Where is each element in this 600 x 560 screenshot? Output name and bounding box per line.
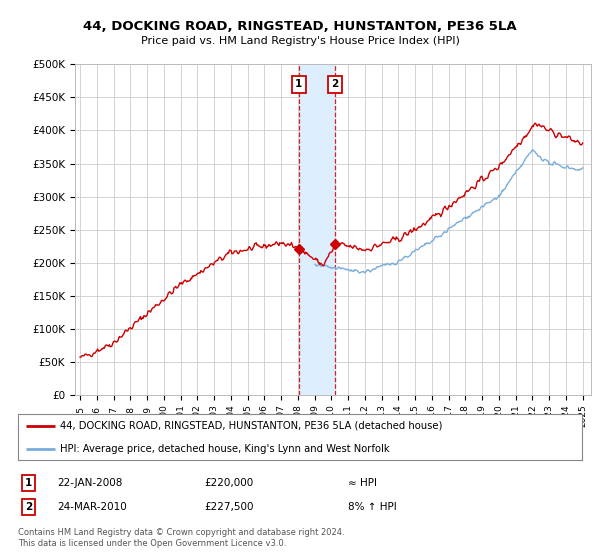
Text: Price paid vs. HM Land Registry's House Price Index (HPI): Price paid vs. HM Land Registry's House … bbox=[140, 36, 460, 46]
Text: HPI: Average price, detached house, King's Lynn and West Norfolk: HPI: Average price, detached house, King… bbox=[60, 444, 390, 454]
Text: 2: 2 bbox=[332, 79, 339, 89]
Text: 1: 1 bbox=[295, 79, 302, 89]
Text: 24-MAR-2010: 24-MAR-2010 bbox=[57, 502, 127, 512]
Text: 8% ↑ HPI: 8% ↑ HPI bbox=[348, 502, 397, 512]
Text: 2: 2 bbox=[25, 502, 32, 512]
Text: ≈ HPI: ≈ HPI bbox=[348, 478, 377, 488]
Text: 44, DOCKING ROAD, RINGSTEAD, HUNSTANTON, PE36 5LA: 44, DOCKING ROAD, RINGSTEAD, HUNSTANTON,… bbox=[83, 20, 517, 32]
Text: £220,000: £220,000 bbox=[204, 478, 253, 488]
Bar bbox=[299, 64, 335, 395]
Text: 22-JAN-2008: 22-JAN-2008 bbox=[57, 478, 122, 488]
Text: Contains HM Land Registry data © Crown copyright and database right 2024.
This d: Contains HM Land Registry data © Crown c… bbox=[18, 528, 344, 548]
Text: £227,500: £227,500 bbox=[204, 502, 254, 512]
Text: 44, DOCKING ROAD, RINGSTEAD, HUNSTANTON, PE36 5LA (detached house): 44, DOCKING ROAD, RINGSTEAD, HUNSTANTON,… bbox=[60, 421, 443, 431]
Text: 1: 1 bbox=[25, 478, 32, 488]
